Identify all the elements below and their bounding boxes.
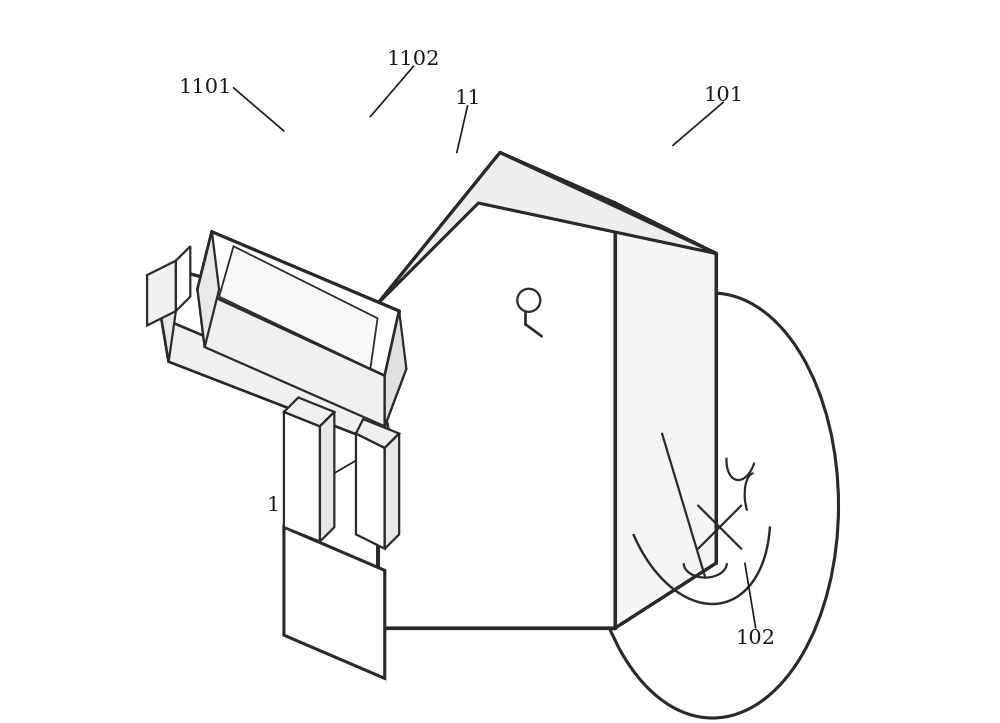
Polygon shape (198, 289, 385, 427)
Polygon shape (147, 261, 176, 325)
Polygon shape (356, 419, 399, 448)
Text: 102: 102 (736, 629, 776, 649)
Text: 101: 101 (703, 85, 743, 105)
Polygon shape (284, 412, 320, 542)
Text: 1101: 1101 (178, 78, 231, 98)
Polygon shape (161, 318, 392, 448)
Polygon shape (378, 153, 716, 304)
Text: 12: 12 (238, 327, 265, 346)
Polygon shape (385, 434, 399, 549)
Polygon shape (161, 268, 176, 362)
Polygon shape (284, 527, 385, 678)
Polygon shape (320, 412, 334, 542)
Polygon shape (615, 203, 716, 628)
Polygon shape (176, 247, 190, 311)
Ellipse shape (586, 293, 839, 718)
Text: 11: 11 (454, 89, 481, 108)
Polygon shape (219, 247, 378, 369)
Text: 1102: 1102 (387, 49, 440, 69)
Text: 1: 1 (266, 496, 280, 515)
Polygon shape (198, 232, 399, 376)
Polygon shape (356, 434, 385, 549)
Polygon shape (378, 153, 615, 628)
Polygon shape (161, 268, 399, 412)
Polygon shape (284, 398, 334, 427)
Polygon shape (385, 311, 406, 427)
Text: 1103: 1103 (225, 359, 278, 378)
Circle shape (517, 288, 540, 312)
Polygon shape (198, 232, 219, 347)
